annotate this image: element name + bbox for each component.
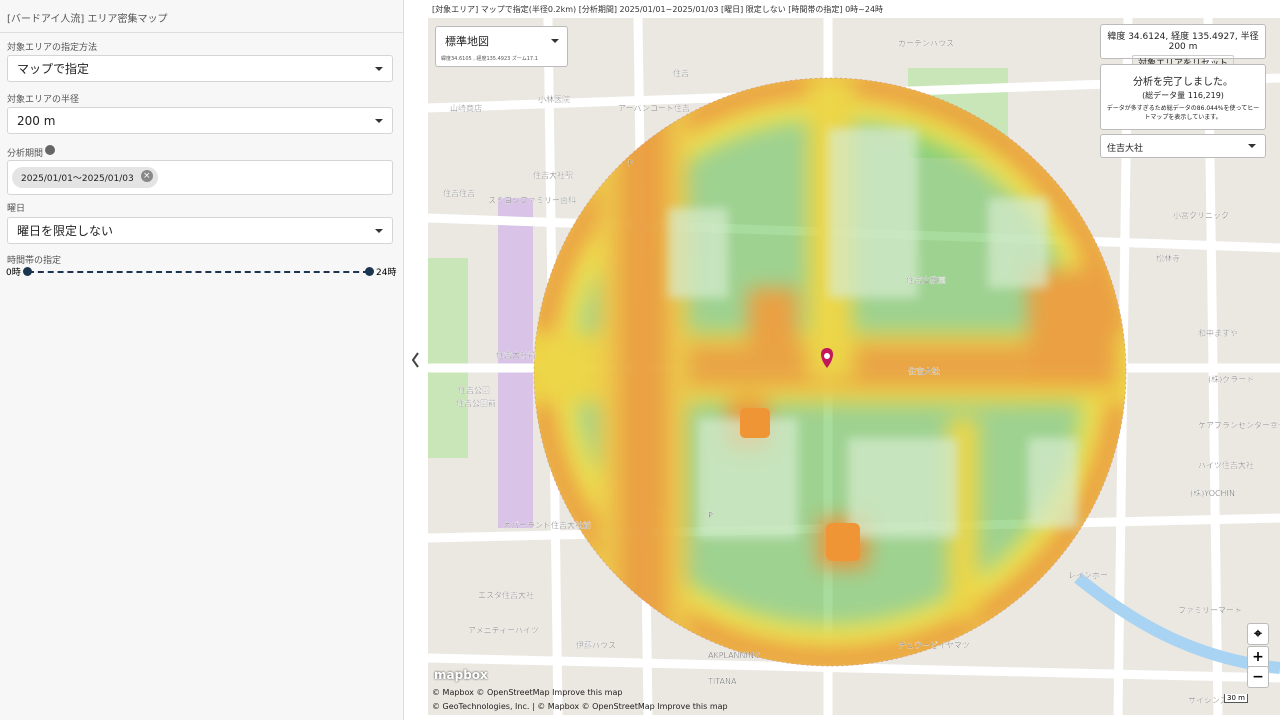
map-label: エスタ住吉大社 <box>478 590 534 600</box>
heatmap <box>534 78 1126 666</box>
river <box>1074 573 1280 674</box>
map-label: AKPLANNING <box>708 651 760 660</box>
collapse-bar <box>404 0 428 720</box>
coords: 緯度34.6105 , 経度135.4923 ズーム17.1 <box>441 56 538 62</box>
slider-min: 0時 <box>6 268 21 278</box>
map-label: 住吉大社駅 <box>533 170 573 180</box>
map-label: 伊藤ハウス <box>576 640 616 650</box>
map-label: P <box>628 159 633 168</box>
marker-dot <box>824 353 830 359</box>
map-label: 小林医院 <box>538 94 570 104</box>
select-value: 200 m <box>17 113 56 128</box>
date-chip: 2025/01/01〜2025/01/03 × <box>12 167 158 188</box>
attribution: © Mapbox © OpenStreetMap Improve this ma… <box>432 688 623 697</box>
map-label: P <box>708 511 713 520</box>
date-range[interactable]: 2025/01/01〜2025/01/03 × <box>7 160 393 195</box>
park <box>428 258 468 458</box>
map-label: ガーデンハウス <box>898 38 954 48</box>
map-label: 住吉大社 <box>908 366 940 376</box>
scale-bar: 30 m <box>1224 694 1248 703</box>
select[interactable]: 200 m <box>7 107 393 134</box>
map-label: 住吉 <box>673 68 689 78</box>
map-label: アメニティーハイツ <box>468 626 539 635</box>
style-select[interactable]: 標準地図 <box>445 35 489 48</box>
info-icon[interactable] <box>45 145 55 155</box>
map-label: レインボー <box>1068 571 1108 580</box>
map-label: ネバーランド住吉大社前 <box>503 520 591 530</box>
map-label: ケアプランセンター幸せ <box>1198 421 1280 430</box>
divider <box>0 32 403 33</box>
map-label: 住吉公園前 <box>456 398 496 408</box>
result-count: (総データ量 116,219) <box>1142 91 1224 100</box>
select-value: マップで指定 <box>17 62 90 76</box>
map-label: (株)グラード <box>1208 374 1254 384</box>
mapbox-logo[interactable]: mapbox <box>434 668 488 682</box>
style-panel: 標準地図 緯度34.6105 , 経度135.4923 ズーム17.1 <box>435 26 568 67</box>
field-label: 曜日 <box>7 204 26 214</box>
result-panel: 分析を完了しました。 (総データ量 116,219) データが多すぎるため総デー… <box>1100 64 1266 130</box>
map-label: 小宮クリニック <box>1173 210 1229 220</box>
map-labels: 住吉大社住吉文教園住吉大社駅住吉PP小林医院ガーデンハウス住吉公園住吉公園前ネバ… <box>443 38 1280 705</box>
slider-handle[interactable] <box>365 267 374 276</box>
status-bar: [対象エリア] マップで指定(半径0.2km) [分析期間] 2025/01/0… <box>432 5 884 14</box>
sidebar: [バードアイ人流] エリア密集マップ 対象エリアの指定方法 マップで指定 対象エ… <box>0 0 404 720</box>
map[interactable]: 住吉大社住吉文教園住吉大社駅住吉PP小林医院ガーデンハウス住吉公園住吉公園前ネバ… <box>428 18 1280 715</box>
field-label: 分析期間 <box>7 149 44 159</box>
map-label: 住吉大社前 <box>496 350 536 360</box>
railway <box>498 198 533 528</box>
result-note: データが多すぎるため総データの86.044%を使ってヒートマップを表示しています… <box>1106 105 1260 121</box>
map-label: チュウービイヤマツ <box>898 641 970 650</box>
map-label: 松林寺 <box>1156 253 1180 263</box>
map-label: 和中ますや <box>1198 328 1238 338</box>
map-label: TITANA <box>707 677 737 686</box>
center-info: 緯度 34.6124, 経度 135.4927, 半径 200 m <box>1107 32 1259 52</box>
map-label: 住吉住吉 <box>443 188 475 198</box>
center-panel: 緯度 34.6124, 経度 135.4927, 半径 200 m 対象エリアを… <box>1100 24 1266 70</box>
area-outline <box>533 77 1127 667</box>
map-label: ハイツ住吉大社 <box>1198 460 1254 470</box>
sidebar-title: [バードアイ人流] エリア密集マップ <box>7 14 168 25</box>
collapse-icon[interactable] <box>404 0 428 720</box>
chip-text: 2025/01/01〜2025/01/03 <box>21 174 134 184</box>
map-label: 住吉公園 <box>458 385 490 395</box>
locate-button[interactable]: ⌖ <box>1247 623 1269 645</box>
map-label: ファミリーマート <box>1178 606 1242 615</box>
slider-handle[interactable] <box>23 267 32 276</box>
field-label: 対象エリアの半径 <box>7 95 80 105</box>
map-label: 住吉文教園 <box>906 275 946 285</box>
zoom-out[interactable]: − <box>1247 666 1269 688</box>
select-value: 曜日を限定しない <box>17 224 114 238</box>
zoom-in[interactable]: + <box>1247 646 1269 668</box>
result-title: 分析を完了しました。 <box>1133 77 1233 88</box>
slider-track <box>28 271 369 273</box>
field-label: 対象エリアの指定方法 <box>7 43 98 53</box>
slider-max: 24時 <box>376 268 397 278</box>
field-label: 時間帯の指定 <box>7 256 62 266</box>
map-label: アーバンコート住吉 <box>618 103 690 113</box>
map-label: (株)YOCHIN <box>1190 488 1235 498</box>
map-label: スミヨシファミリー歯科 <box>488 195 576 205</box>
select[interactable]: 曜日を限定しない <box>7 217 393 244</box>
chip-remove[interactable]: × <box>140 170 153 182</box>
attribution: © GeoTechnologies, Inc. | © Mapbox © Ope… <box>432 702 728 711</box>
place-select[interactable]: 住吉大社 <box>1100 134 1266 158</box>
map-label: サイシンズ <box>1188 695 1228 705</box>
place-select-value: 住吉大社 <box>1107 144 1144 154</box>
map-label: 山崎商店 <box>450 103 482 113</box>
select[interactable]: マップで指定 <box>7 55 393 82</box>
